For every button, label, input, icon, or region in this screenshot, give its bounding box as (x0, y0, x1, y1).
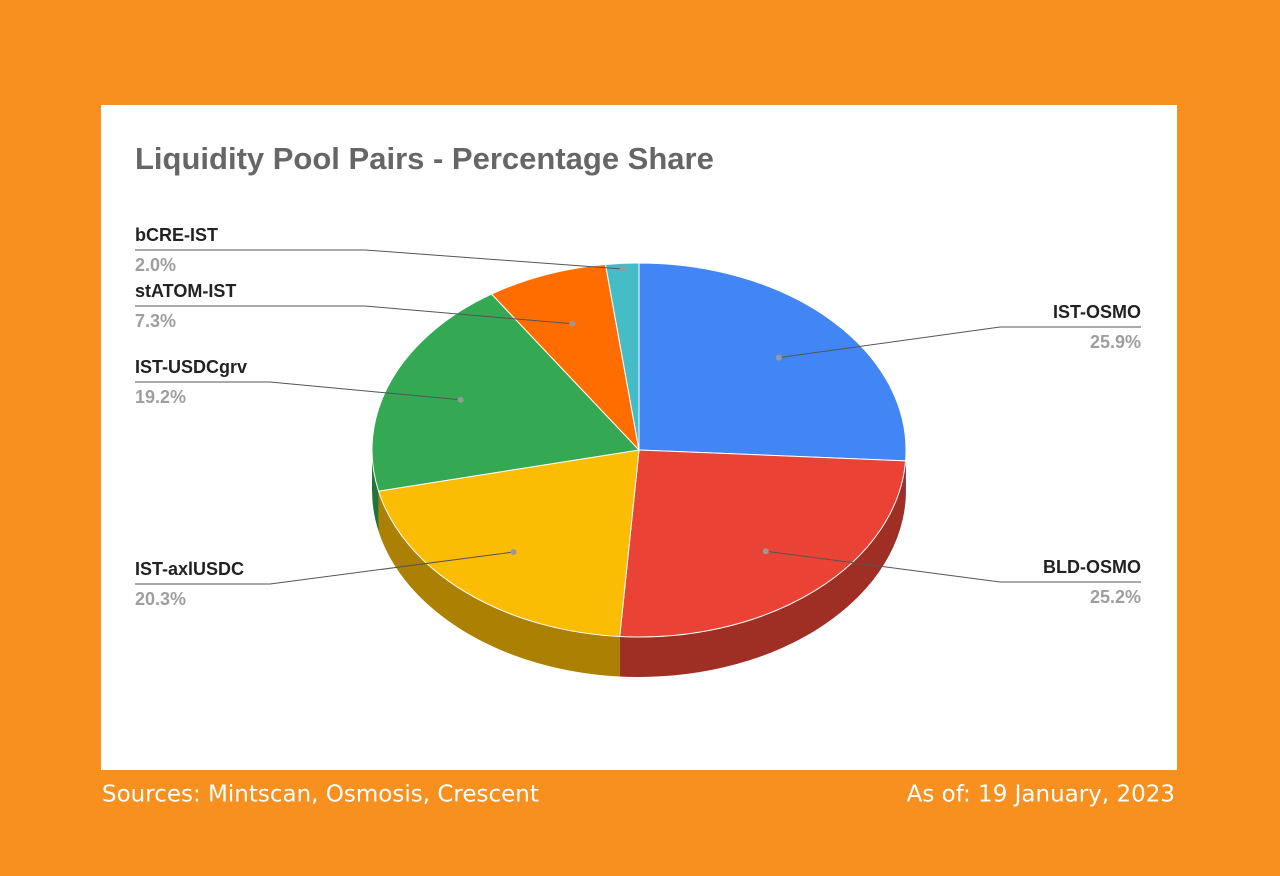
legend-label: BLD-OSMO (1043, 557, 1141, 577)
leader-line (135, 381, 461, 401)
leader-line (778, 326, 1141, 359)
legend-label: IST-axlUSDC (135, 559, 244, 579)
leader-line (135, 551, 514, 585)
slice (604, 262, 640, 451)
leader-dot (619, 265, 626, 272)
leader-dot (510, 549, 517, 556)
legend-label: bCRE-IST (135, 225, 218, 245)
slice (377, 449, 640, 638)
slice-side (378, 491, 620, 677)
slice (619, 449, 907, 638)
legend-label: stATOM-IST (135, 281, 236, 301)
slice (371, 293, 641, 492)
leader-dot (762, 548, 769, 555)
leader-line (135, 305, 573, 325)
source-note: Sources: Mintscan, Osmosis, Crescent (102, 782, 539, 808)
pie (371, 262, 907, 677)
leader-dot (775, 354, 782, 361)
slice (490, 263, 640, 452)
leader-line (135, 249, 623, 270)
value-label: 7.3% (135, 311, 176, 331)
value-label: 20.3% (135, 589, 186, 609)
chart-title: Liquidity Pool Pairs - Percentage Share (135, 141, 714, 176)
value-label: 2.0% (135, 255, 176, 275)
value-label: 19.2% (135, 387, 186, 407)
leader-line (765, 550, 1141, 583)
value-label: 25.9% (1090, 332, 1141, 352)
legend-label: IST-OSMO (1053, 302, 1141, 322)
date-note: As of: 19 January, 2023 (907, 782, 1175, 808)
slice-side (619, 460, 906, 677)
legend-label: IST-USDCgrv (135, 357, 247, 377)
value-label: 25.2% (1090, 587, 1141, 607)
slice (638, 262, 907, 462)
leader-dot (569, 320, 576, 327)
leader-dot (457, 396, 464, 403)
slice-side (372, 450, 379, 532)
